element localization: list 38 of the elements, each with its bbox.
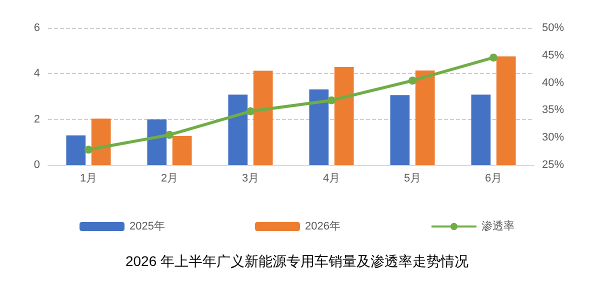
x-tick-label: 3月 xyxy=(242,172,260,184)
legend-label: 2026年 xyxy=(305,220,340,232)
y2-tick-label: 45% xyxy=(542,49,564,62)
point xyxy=(166,130,174,139)
x-tick-label: 6月 xyxy=(484,172,502,184)
legend-label: 渗透率 xyxy=(481,220,514,232)
bar xyxy=(390,95,410,165)
x-tick-label: 1月 xyxy=(80,172,98,184)
bar xyxy=(415,70,435,165)
bar xyxy=(172,136,192,165)
x-tick-label: 4月 xyxy=(322,172,340,184)
bar xyxy=(309,89,329,165)
y-tick-label: 6 xyxy=(34,22,40,34)
point xyxy=(246,107,254,116)
bar xyxy=(66,135,86,165)
y-tick-label: 4 xyxy=(34,68,40,80)
x-tick-label: 5月 xyxy=(404,172,422,184)
bar xyxy=(147,119,167,165)
bar xyxy=(496,56,516,165)
point xyxy=(328,96,336,104)
bar xyxy=(91,118,111,165)
y-tick-label: 0 xyxy=(34,159,40,171)
bar xyxy=(253,70,273,165)
point xyxy=(84,146,92,154)
text: 2026 年上半年广义新能源专用车销量及渗透率走势情况 xyxy=(125,253,469,269)
y2-tick-label: 30% xyxy=(542,132,564,144)
y2-tick-label: 25% xyxy=(542,159,564,171)
point xyxy=(408,76,416,85)
legend-label: 2025年 xyxy=(130,220,166,232)
x-tick-label: 2月 xyxy=(160,172,178,184)
y-tick-label: 2 xyxy=(34,113,40,126)
point xyxy=(490,54,498,62)
y2-tick-label: 35% xyxy=(542,104,564,116)
y2-tick-label: 50% xyxy=(542,22,564,34)
bar xyxy=(471,94,491,165)
y2-tick-label: 40% xyxy=(542,76,564,89)
bar xyxy=(334,67,354,165)
bar xyxy=(228,94,248,165)
